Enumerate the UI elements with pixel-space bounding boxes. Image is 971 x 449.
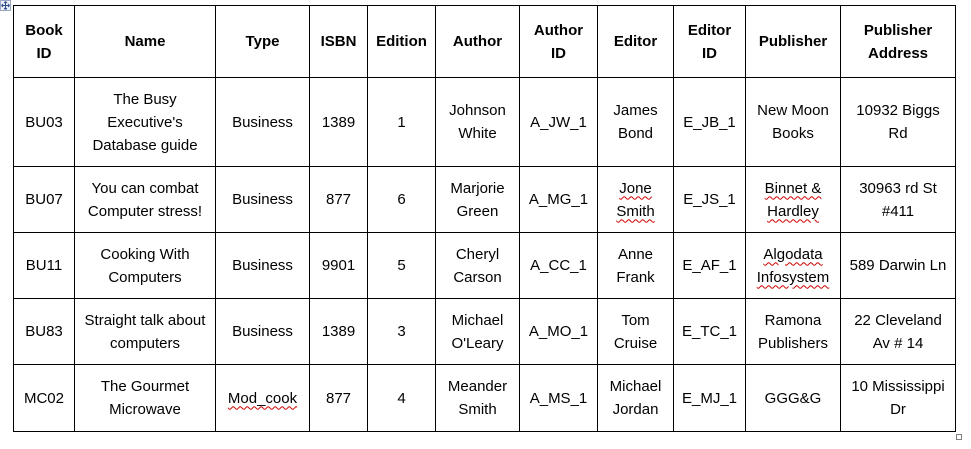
cell-book-id: BU83 (13, 298, 75, 365)
cell-type-text: Mod_cook (227, 389, 298, 407)
cell-publisher: GGG&G (745, 364, 841, 432)
cell-publisher-address: 22 Cleveland Av # 14 (840, 298, 956, 365)
header-publisher-address: Publisher Address (840, 5, 956, 78)
cell-editor-id: E_TC_1 (673, 298, 746, 365)
cell-editor-id: E_MJ_1 (673, 364, 746, 432)
cell-isbn: 877 (309, 364, 368, 432)
cell-isbn: 1389 (309, 77, 368, 167)
table-row: BU03 The Busy Executive's Database guide… (13, 77, 956, 167)
cell-publisher-address: 10932 Biggs Rd (840, 77, 956, 167)
cell-book-id: BU11 (13, 232, 75, 299)
cell-publisher-address: 589 Darwin Ln (840, 232, 956, 299)
cell-edition: 3 (367, 298, 436, 365)
header-name: Name (74, 5, 216, 78)
cell-isbn: 1389 (309, 298, 368, 365)
table-resize-handle[interactable] (956, 434, 962, 440)
cell-publisher-text: Algodata Infosystem (756, 245, 830, 286)
header-publisher: Publisher (745, 5, 841, 78)
cell-edition: 6 (367, 166, 436, 233)
cell-publisher-address: 10 Mississippi Dr (840, 364, 956, 432)
cell-type: Business (215, 77, 310, 167)
cell-name: Straight talk about computers (74, 298, 216, 365)
cell-publisher-address: 30963 rd St #411 (840, 166, 956, 233)
cell-editor-text: Jone Smith (616, 179, 655, 220)
table-move-handle-icon[interactable] (0, 0, 11, 11)
header-row: Book ID Name Type ISBN Edition Author Au… (13, 5, 956, 78)
cell-edition: 4 (367, 364, 436, 432)
books-table: Book ID Name Type ISBN Edition Author Au… (13, 5, 956, 432)
cell-editor: Michael Jordan (597, 364, 674, 432)
cell-editor: Anne Frank (597, 232, 674, 299)
cell-type: Business (215, 166, 310, 233)
cell-editor-id: E_JB_1 (673, 77, 746, 167)
header-editor-id: Editor ID (673, 5, 746, 78)
table-row: BU83 Straight talk about computers Busin… (13, 298, 956, 365)
cell-author: Michael O'Leary (435, 298, 520, 365)
cell-author-id: A_JW_1 (519, 77, 598, 167)
cell-editor: Jone Smith (597, 166, 674, 233)
table-row: MC02 The Gourmet Microwave Mod_cook 877 … (13, 364, 956, 432)
cell-edition: 5 (367, 232, 436, 299)
cell-author-id: A_CC_1 (519, 232, 598, 299)
cell-editor-id: E_AF_1 (673, 232, 746, 299)
header-type: Type (215, 5, 310, 78)
cell-editor-id: E_JS_1 (673, 166, 746, 233)
cell-editor: Tom Cruise (597, 298, 674, 365)
cell-publisher: Ramona Publishers (745, 298, 841, 365)
cell-author: Meander Smith (435, 364, 520, 432)
table-row: BU11 Cooking With Computers Business 990… (13, 232, 956, 299)
cell-author-id: A_MG_1 (519, 166, 598, 233)
cell-author: Cheryl Carson (435, 232, 520, 299)
cell-book-id: BU03 (13, 77, 75, 167)
cell-isbn: 9901 (309, 232, 368, 299)
cell-publisher: Algodata Infosystem (745, 232, 841, 299)
cell-name: The Gourmet Microwave (74, 364, 216, 432)
header-edition: Edition (367, 5, 436, 78)
cell-publisher: New Moon Books (745, 77, 841, 167)
cell-author: Johnson White (435, 77, 520, 167)
header-book-id: Book ID (13, 5, 75, 78)
cell-author: Marjorie Green (435, 166, 520, 233)
cell-book-id: BU07 (13, 166, 75, 233)
cell-name: Cooking With Computers (74, 232, 216, 299)
cell-type: Business (215, 298, 310, 365)
cell-author-id: A_MO_1 (519, 298, 598, 365)
header-author: Author (435, 5, 520, 78)
header-editor: Editor (597, 5, 674, 78)
cell-type: Business (215, 232, 310, 299)
cell-type: Mod_cook (215, 364, 310, 432)
cell-name: The Busy Executive's Database guide (74, 77, 216, 167)
cell-author-id: A_MS_1 (519, 364, 598, 432)
cell-publisher-text: Binnet & Hardley (764, 179, 822, 220)
cell-name: You can combat Computer stress! (74, 166, 216, 233)
cell-isbn: 877 (309, 166, 368, 233)
cell-publisher: Binnet & Hardley (745, 166, 841, 233)
cell-edition: 1 (367, 77, 436, 167)
header-author-id: Author ID (519, 5, 598, 78)
table-row: BU07 You can combat Computer stress! Bus… (13, 166, 956, 233)
cell-editor: James Bond (597, 77, 674, 167)
cell-book-id: MC02 (13, 364, 75, 432)
header-isbn: ISBN (309, 5, 368, 78)
